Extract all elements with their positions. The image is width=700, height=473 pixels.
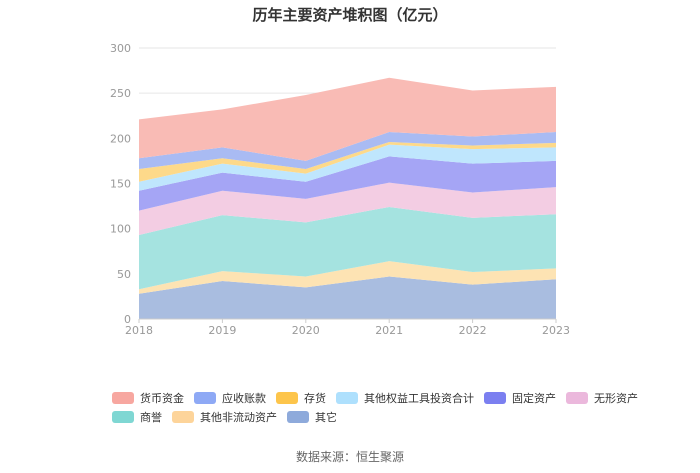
legend-label: 其他非流动资产 [200, 410, 277, 424]
legend-item-cash[interactable]: 货币资金 [112, 390, 184, 406]
y-tick-label: 0 [124, 313, 131, 326]
y-tick-label: 300 [110, 42, 131, 55]
legend-swatch [287, 410, 309, 423]
chart-plot: 0 50 100 150 200 250 300 2018 2019 2020 2021 2022 20… [110, 42, 570, 337]
legend-item-equity-investments[interactable]: 其他权益工具投资合计 [336, 390, 474, 406]
x-tick-label: 2022 [459, 324, 487, 337]
x-tick-label: 2023 [542, 324, 570, 337]
legend-swatch [112, 410, 134, 423]
y-tick-label: 200 [110, 132, 131, 145]
y-tick-label: 250 [110, 87, 131, 100]
area-series-1[interactable] [139, 261, 556, 294]
x-tick-label: 2019 [208, 324, 236, 337]
legend-label: 应收账款 [222, 391, 266, 405]
y-tick-label: 50 [117, 268, 131, 281]
legend-label: 存货 [304, 391, 326, 405]
legend-item-fixed-assets[interactable]: 固定资产 [484, 390, 556, 406]
area-series-6[interactable] [139, 141, 556, 182]
legend-label: 固定资产 [512, 391, 556, 405]
area-series-4[interactable] [139, 156, 556, 211]
x-tick-label: 2018 [125, 324, 153, 337]
legend-item-inventory[interactable]: 存货 [276, 390, 326, 406]
legend-row-2: 商誉 其他非流动资产 其它 [112, 407, 612, 426]
data-source: 数据来源：恒生聚源 [295, 450, 404, 464]
legend-item-receivables[interactable]: 应收账款 [194, 390, 266, 406]
legend-item-intangible-assets[interactable]: 无形资产 [566, 390, 638, 406]
legend-swatch [194, 391, 216, 404]
y-tick-label: 150 [110, 178, 131, 191]
area-series-3[interactable] [139, 182, 556, 235]
x-tick-label: 2021 [375, 324, 403, 337]
legend-row-1: 货币资金 应收账款 存货 其他权益工具投资合计 固定资产 无形资产 [112, 388, 638, 407]
x-tick-label: 2020 [292, 324, 320, 337]
legend-label: 其他权益工具投资合计 [364, 391, 474, 405]
legend-label: 商誉 [140, 410, 162, 424]
legend-swatch [172, 410, 194, 423]
legend-swatch [566, 391, 588, 404]
legend-swatch [484, 391, 506, 404]
legend-swatch [112, 391, 134, 404]
legend-swatch [276, 391, 298, 404]
legend-item-other-noncurrent[interactable]: 其他非流动资产 [172, 409, 277, 425]
legend: 货币资金 应收账款 存货 其他权益工具投资合计 固定资产 无形资产 商誉 [112, 388, 638, 426]
legend-label: 其它 [315, 410, 337, 424]
chart-title: 历年主要资产堆积图（亿元） [252, 6, 448, 24]
area-series-7[interactable] [139, 132, 556, 170]
legend-label: 无形资产 [594, 391, 638, 405]
area-series-5[interactable] [139, 144, 556, 191]
legend-label: 货币资金 [140, 391, 184, 405]
area-series-2[interactable] [139, 206, 556, 290]
y-tick-label: 100 [110, 223, 131, 236]
legend-item-other[interactable]: 其它 [287, 409, 337, 425]
area-series-0[interactable] [139, 276, 556, 319]
legend-item-goodwill[interactable]: 商誉 [112, 409, 162, 425]
area-series-8[interactable] [139, 77, 556, 161]
legend-swatch [336, 391, 358, 404]
